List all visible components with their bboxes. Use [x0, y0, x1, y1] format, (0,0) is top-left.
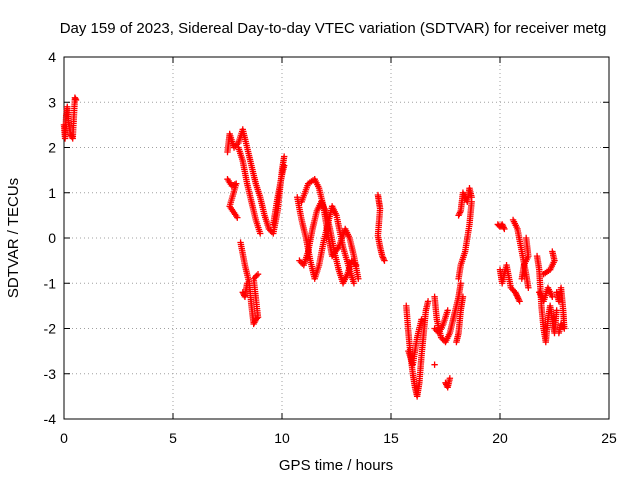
- x-axis-label: GPS time / hours: [279, 457, 393, 474]
- data-point: [459, 293, 467, 301]
- data-point: [468, 198, 475, 205]
- data-point: [424, 298, 432, 305]
- data-point: [540, 271, 547, 278]
- x-tick-label: 20: [492, 430, 508, 446]
- data-point: [381, 257, 388, 264]
- y-tick-label: 1: [48, 185, 56, 201]
- x-tick-label: 15: [383, 430, 399, 446]
- chart-title: Day 159 of 2023, Sidereal Day-to-day VTE…: [60, 20, 607, 37]
- y-tick-label: -1: [44, 275, 57, 291]
- data-point: [444, 307, 451, 314]
- y-tick-label: 2: [48, 140, 56, 156]
- axis-ticks: 0 5 10 15 20 25 -4 -3 -2 -1 0 1 2 3 4: [44, 49, 617, 446]
- data-point: [431, 361, 438, 368]
- y-tick-label: 0: [48, 230, 56, 246]
- data-point: [446, 375, 454, 382]
- data-point: [457, 280, 464, 287]
- y-axis-label: SDTVAR / TECUs: [5, 178, 22, 298]
- data-point: [518, 275, 525, 282]
- x-tick-label: 25: [601, 430, 617, 446]
- data-point: [555, 329, 563, 337]
- data-point: [553, 307, 560, 314]
- data-point: [72, 96, 80, 104]
- data-point: [254, 271, 262, 278]
- data-point: [280, 162, 288, 169]
- x-tick-label: 0: [60, 430, 68, 446]
- data-point: [525, 284, 532, 291]
- data-points: [60, 94, 568, 400]
- y-tick-label: 3: [48, 94, 56, 110]
- data-point: [243, 280, 251, 287]
- y-tick-label: 4: [48, 49, 56, 65]
- data-point: [549, 293, 556, 301]
- y-tick-label: -2: [44, 321, 57, 337]
- data-point: [234, 214, 241, 221]
- data-point: [501, 225, 508, 233]
- data-point: [280, 153, 288, 160]
- x-tick-label: 5: [169, 430, 177, 446]
- x-tick-label: 10: [274, 430, 290, 446]
- data-point: [355, 275, 362, 282]
- data-point: [350, 280, 358, 287]
- y-tick-label: -3: [44, 366, 57, 382]
- y-tick-label: -4: [44, 411, 57, 427]
- grid-lines: [64, 57, 609, 419]
- data-point: [418, 316, 425, 323]
- data-point: [253, 315, 261, 322]
- data-point: [516, 298, 523, 305]
- data-point: [257, 230, 264, 237]
